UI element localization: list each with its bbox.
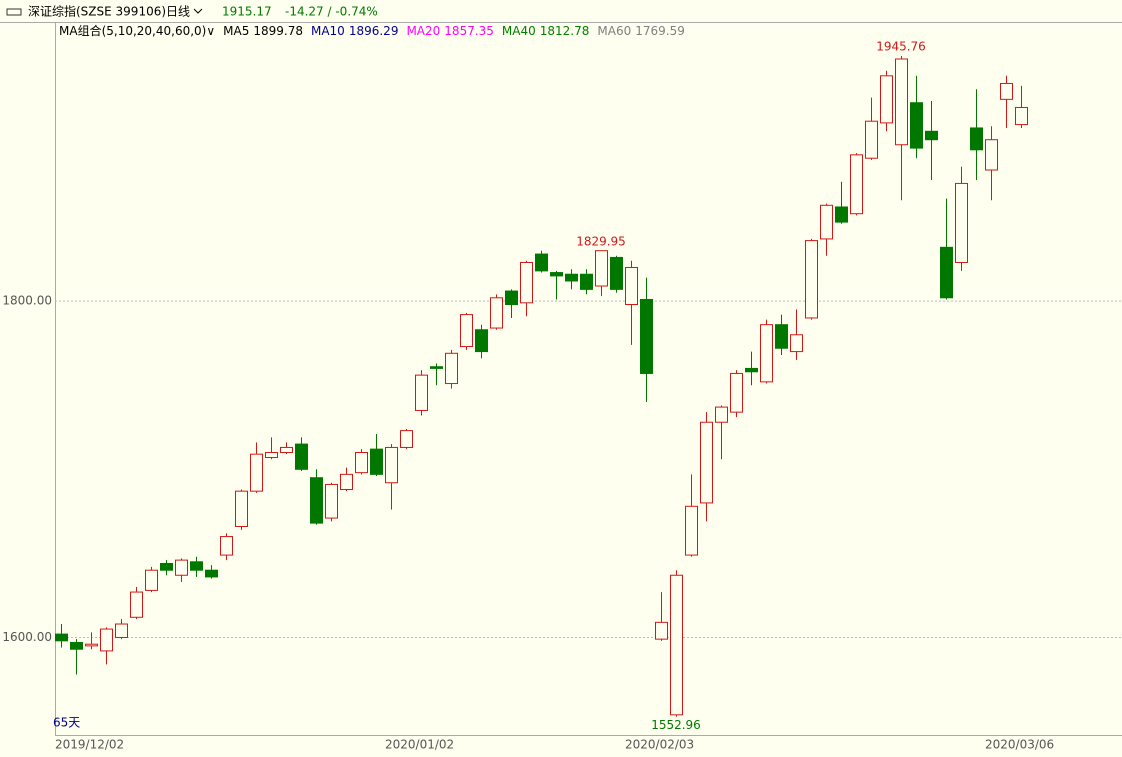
x-tick-label: 2020/03/06 — [985, 738, 1054, 752]
candle-body — [415, 374, 428, 411]
x-tick-label: 2019/12/02 — [55, 738, 124, 752]
candle-body — [595, 250, 608, 287]
candle-body — [970, 127, 983, 151]
ma-name: MA40 — [502, 24, 536, 38]
candle-body — [205, 569, 218, 578]
candle-body — [490, 297, 503, 329]
candle-body — [925, 130, 938, 141]
ma-arrow: ∨ — [206, 24, 215, 38]
candle-body — [805, 240, 818, 319]
ma-name: MA10 — [311, 24, 345, 38]
candle-body — [520, 261, 533, 304]
candle-body — [295, 443, 308, 470]
header-title: 深证综指(SZSE 399106) — [28, 4, 166, 19]
link-icon[interactable] — [6, 8, 22, 16]
candle-body — [580, 273, 593, 290]
candle-body — [820, 204, 833, 240]
candle-body — [145, 569, 158, 591]
candle-body — [1000, 82, 1013, 100]
candle-body — [55, 633, 68, 642]
ma-value: 1812.78 — [540, 24, 590, 38]
candle-body — [790, 334, 803, 353]
candle-body — [85, 643, 98, 647]
candle-body — [175, 559, 188, 576]
candle-body — [850, 154, 863, 215]
candle-body — [685, 505, 698, 556]
x-tick-label: 2020/01/02 — [385, 738, 454, 752]
header-price: 1915.17 — [222, 5, 272, 19]
candle-body — [565, 273, 578, 282]
candle-body — [985, 139, 998, 171]
header-change: -14.27 / -0.74% — [285, 5, 378, 19]
candle-body — [385, 446, 398, 484]
ma-legend: MA组合(5,10,20,40,60,0)∨ MA5 1899.78 MA10 1896… — [59, 23, 685, 38]
candle-body — [1015, 106, 1028, 126]
candle-body — [265, 451, 278, 459]
candle-body — [625, 267, 638, 306]
candle-body — [655, 621, 668, 640]
ma-value: 1769.59 — [635, 24, 685, 38]
candle-body — [70, 642, 83, 650]
candle-body — [310, 477, 323, 524]
candle-body — [400, 430, 413, 448]
candle-body — [835, 206, 848, 223]
candle-body — [715, 406, 728, 423]
candle-body — [730, 372, 743, 413]
high-label: 1945.76 — [876, 40, 926, 54]
candle-body — [910, 102, 923, 149]
candle-body — [355, 451, 368, 474]
candle-body — [235, 490, 248, 527]
candle-body — [895, 58, 908, 146]
candle-body — [610, 256, 623, 290]
candle-body — [760, 324, 773, 383]
candle-body — [505, 290, 518, 306]
period-label: 65天 — [53, 716, 80, 730]
candle-body — [940, 246, 953, 299]
ma-value: 1896.29 — [349, 24, 399, 38]
y-tick-label: 1800.00 — [2, 294, 52, 308]
candle-body — [955, 182, 968, 263]
ma-group-label: MA组合(5,10,20,40,60,0) — [59, 23, 206, 38]
candle-body — [640, 298, 653, 374]
candle-body — [280, 446, 293, 453]
candle-body — [100, 628, 113, 652]
candle-body — [250, 453, 263, 492]
x-tick-label: 2020/02/03 — [625, 738, 694, 752]
dropdown-arrow[interactable] — [193, 8, 203, 14]
ma-name: MA5 — [223, 24, 249, 38]
period-select[interactable]: 日线 — [166, 5, 190, 19]
low-label: 1552.96 — [651, 718, 701, 732]
candle-body — [775, 324, 788, 349]
ma-value: 1857.35 — [444, 24, 494, 38]
candle-body — [700, 421, 713, 504]
candle-body — [550, 272, 563, 277]
candle-body — [460, 314, 473, 348]
candle-body — [190, 561, 203, 571]
candle-body — [370, 448, 383, 475]
candle-body — [160, 562, 173, 571]
y-tick-label: 1600.00 — [2, 630, 52, 644]
ma-name: MA60 — [597, 24, 631, 38]
candle-body — [535, 253, 548, 272]
candle-body — [340, 473, 353, 490]
ma-value: 1899.78 — [253, 24, 303, 38]
candle-body — [865, 120, 878, 159]
ma-name: MA20 — [406, 24, 440, 38]
candle-body — [430, 366, 443, 369]
candle-body — [745, 367, 758, 373]
local-high-label: 1829.95 — [576, 234, 626, 248]
candle-body — [475, 329, 488, 353]
candle-body — [670, 574, 683, 716]
candle-body — [445, 352, 458, 385]
candle-body — [325, 483, 338, 519]
candle-body — [130, 591, 143, 618]
candle-body — [880, 75, 893, 124]
candle-body — [220, 536, 233, 556]
candle-body — [115, 623, 128, 638]
